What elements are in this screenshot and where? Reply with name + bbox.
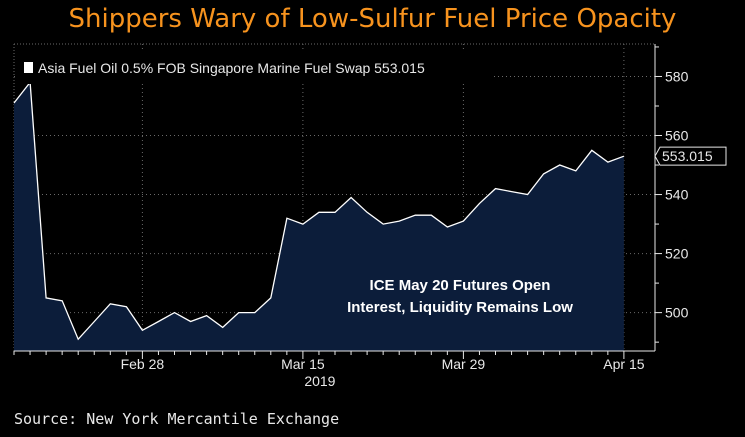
source-note: Source: New York Mercantile Exchange [14,410,340,428]
annotation-line: ICE May 20 Futures Open [370,277,551,294]
x-tick-label: Mar 29 [442,356,486,372]
series-area [14,82,624,352]
legend-box [16,52,492,84]
chart-title: Shippers Wary of Low-Sulfur Fuel Price O… [68,4,677,34]
legend-label: Asia Fuel Oil 0.5% FOB Singapore Marine … [38,60,425,76]
last-value-tag [654,146,727,166]
y-tick-label: 580 [665,68,689,84]
x-tick-label: Mar 15 [281,356,325,372]
annotation-line: Interest, Liquidity Remains Low [347,299,573,316]
x-tick-label: Apr 15 [603,356,644,372]
series-line [13,80,625,341]
last-value-label: 553.015 [662,148,713,164]
x-tick-label: Feb 28 [121,356,165,372]
y-tick-label: 560 [665,128,689,144]
y-tick-label: 500 [665,305,689,321]
legend-swatch [24,62,33,73]
y-tick-label: 540 [665,187,689,203]
y-tick-label: 520 [665,246,689,262]
x-year-label: 2019 [304,373,335,389]
